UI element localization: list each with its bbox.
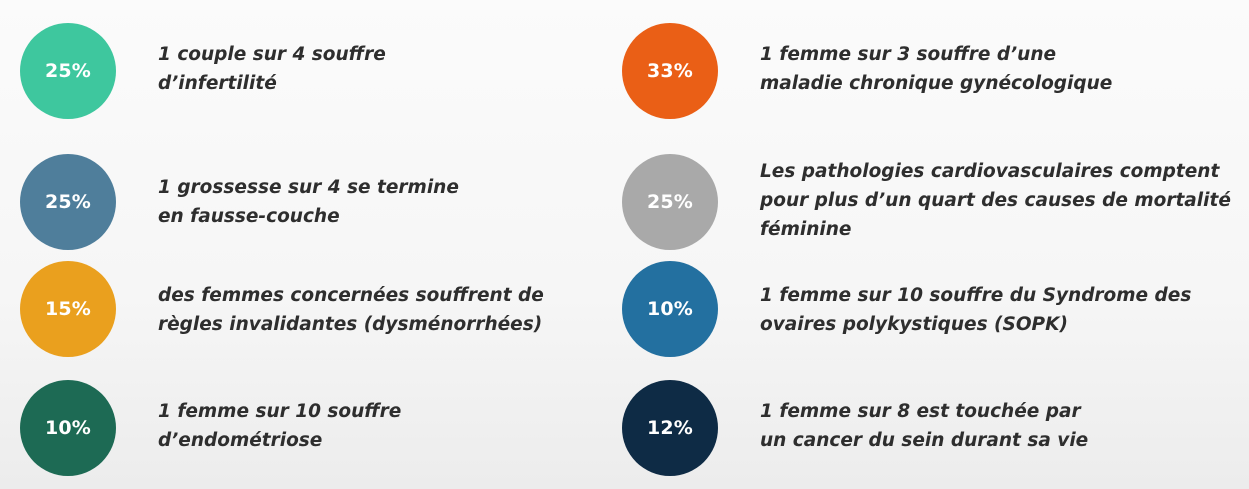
percent-value: 10% (44, 417, 92, 439)
description-line: féminine (760, 219, 852, 240)
stat-description: 1 femme sur 8 est touchée par un cancer … (760, 397, 1088, 455)
description-line: d’endométriose (158, 430, 323, 451)
percent-value: 25% (44, 191, 92, 213)
stat-description: Les pathologies cardiovasculaires compte… (760, 157, 1231, 244)
percent-circle: 33% (622, 23, 718, 119)
percent-value: 33% (646, 60, 694, 82)
description-line: ovaires polykystiques (SOPK) (760, 314, 1068, 335)
stat-description: 1 femme sur 10 souffre du Syndrome des o… (760, 281, 1191, 339)
stat-description: 1 couple sur 4 souffre d’infertilité (158, 40, 386, 98)
description-line: en fausse-couche (158, 206, 340, 227)
description-line: 1 femme sur 3 souffre d’une (760, 44, 1057, 65)
stat-description: 1 femme sur 10 souffre d’endométriose (158, 397, 401, 455)
description-line: un cancer du sein durant sa vie (760, 430, 1089, 451)
description-line: 1 femme sur 8 est touchée par (760, 401, 1081, 422)
percent-circle: 25% (20, 154, 116, 250)
percent-circle: 25% (20, 23, 116, 119)
description-line: 1 couple sur 4 souffre (158, 44, 386, 65)
percent-value: 25% (646, 191, 694, 213)
percent-circle: 12% (622, 380, 718, 476)
stat-description: 1 grossesse sur 4 se termine en fausse-c… (158, 173, 459, 231)
percent-circle: 15% (20, 261, 116, 357)
description-line: maladie chronique gynécologique (760, 73, 1113, 94)
description-line: 1 femme sur 10 souffre (158, 401, 402, 422)
stat-description: des femmes concernées souffrent de règle… (158, 281, 544, 339)
percent-value: 25% (44, 60, 92, 82)
percent-circle: 25% (622, 154, 718, 250)
percent-circle: 10% (622, 261, 718, 357)
description-line: règles invalidantes (dysménorrhées) (158, 314, 543, 335)
description-line: pour plus d’un quart des causes de morta… (760, 190, 1231, 211)
description-line: des femmes concernées souffrent de (158, 285, 544, 306)
description-line: Les pathologies cardiovasculaires compte… (760, 161, 1220, 182)
percent-value: 15% (44, 298, 92, 320)
stat-description: 1 femme sur 3 souffre d’une maladie chro… (760, 40, 1112, 98)
percent-value: 10% (646, 298, 694, 320)
description-line: d’infertilité (158, 73, 277, 94)
description-line: 1 grossesse sur 4 se termine (158, 177, 459, 198)
description-line: 1 femme sur 10 souffre du Syndrome des (760, 285, 1192, 306)
percent-value: 12% (646, 417, 694, 439)
percent-circle: 10% (20, 380, 116, 476)
